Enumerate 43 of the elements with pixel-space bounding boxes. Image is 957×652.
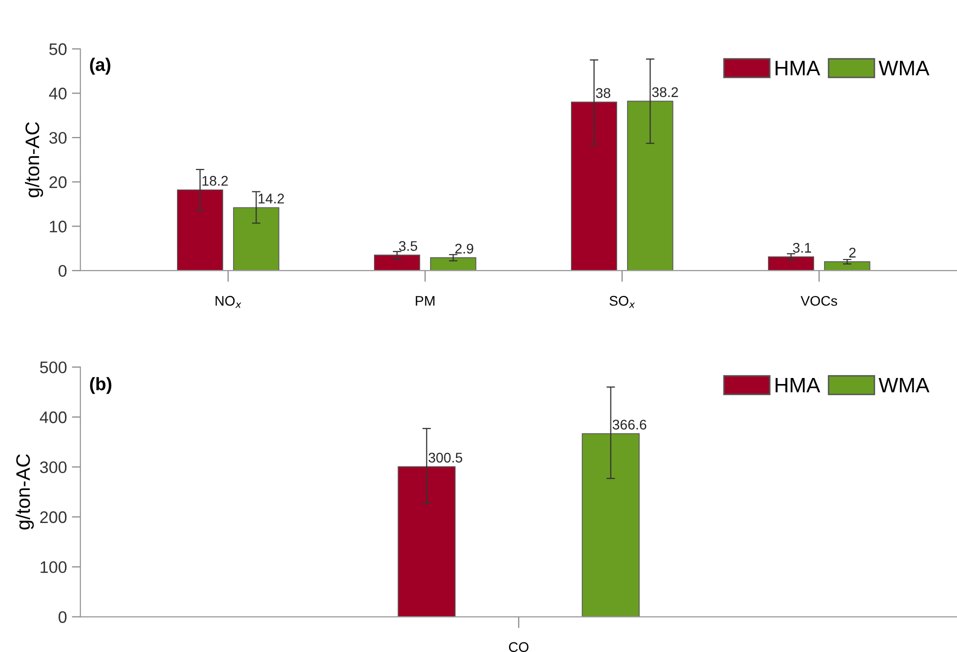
bar	[176, 189, 224, 271]
x-tick-label: CO	[508, 642, 528, 652]
x-tick-label: NO$_{x}$	[216, 296, 242, 308]
y-axis-title: g/ton-AC	[16, 454, 34, 530]
bar	[233, 207, 280, 271]
chart-title: (a)	[90, 58, 110, 75]
y-tick-label: 20	[49, 176, 67, 188]
bar	[824, 261, 870, 271]
bar	[768, 256, 814, 271]
data-label: 2	[849, 248, 856, 258]
bar	[627, 100, 674, 271]
data-label: 3.1	[792, 242, 812, 253]
data-label: 2.9	[455, 244, 474, 254]
legend-label: HMA	[776, 60, 820, 76]
legend-label: WMA	[878, 60, 930, 76]
data-label: 366.6	[612, 420, 646, 430]
y-tick-label: 300	[40, 461, 67, 474]
y-tick-label: 40	[49, 88, 67, 100]
y-tick-label: 200	[40, 511, 67, 524]
bar	[430, 257, 476, 271]
x-tick-label: SO$_{x}$	[610, 296, 635, 308]
legend-label: HMA	[776, 378, 820, 392]
y-tick-label: 30	[49, 132, 67, 144]
data-label: 38	[596, 88, 610, 98]
y-tick-label: 50	[49, 43, 67, 56]
data-label: 3.5	[398, 241, 418, 251]
data-label: 300.5	[428, 452, 462, 463]
x-tick-label: PM	[416, 296, 434, 306]
y-tick-label: 400	[40, 411, 67, 424]
y-tick-label: 0	[58, 264, 67, 277]
legend-label: WMA	[878, 378, 930, 392]
bar	[570, 102, 618, 271]
y-axis-title: g/ton-AC	[24, 122, 44, 198]
text: (b)	[90, 377, 112, 394]
data-label: 14.2	[258, 194, 284, 204]
x-tick-label: VOCs	[800, 296, 838, 306]
y-tick-label: 500	[40, 361, 67, 374]
data-label: 18.2	[202, 176, 228, 186]
bar	[374, 254, 420, 271]
y-tick-label: 0	[58, 611, 67, 623]
data-label: 38.2	[652, 87, 678, 98]
y-tick-label: 10	[50, 220, 67, 232]
y-tick-label: 100	[40, 561, 67, 574]
